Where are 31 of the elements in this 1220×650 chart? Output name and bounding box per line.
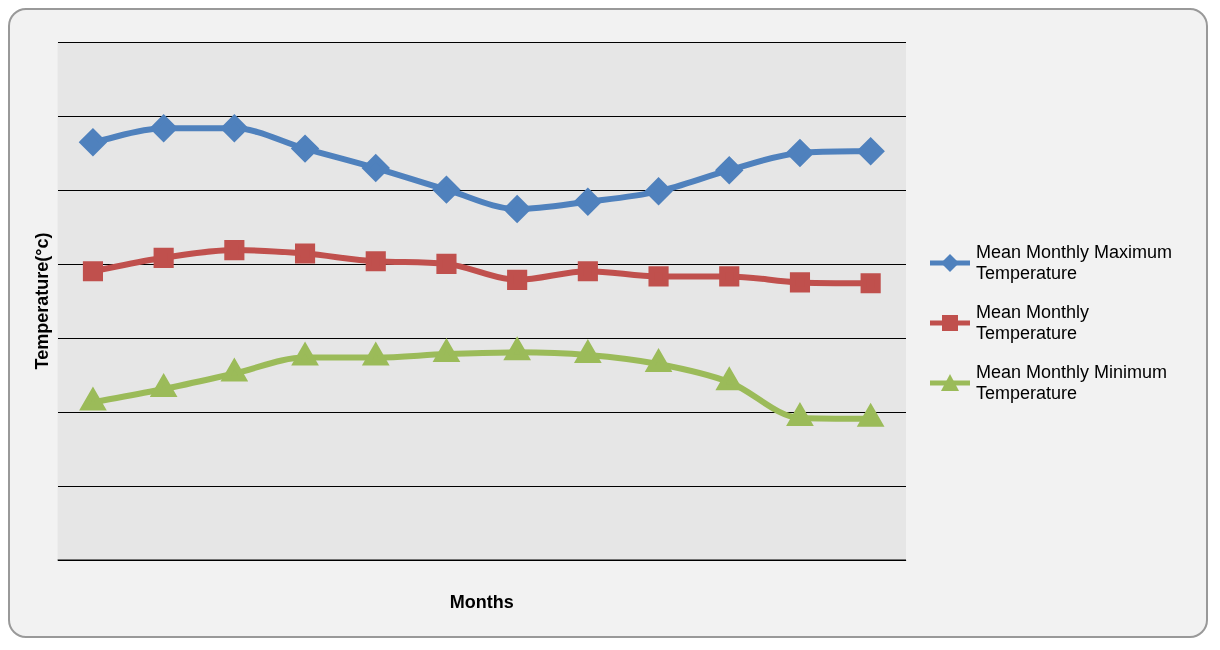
legend-label: Mean Monthly Minimum Temperature — [976, 362, 1169, 404]
point — [365, 251, 386, 272]
point — [786, 402, 814, 426]
point — [789, 272, 811, 293]
point — [221, 115, 248, 142]
point — [433, 176, 460, 203]
legend-label: Mean Monthly Temperature — [976, 302, 1091, 344]
y-axis-title: Temperature(°c) — [31, 232, 52, 370]
point — [507, 269, 528, 290]
point — [857, 138, 884, 165]
point — [719, 266, 740, 287]
point — [786, 139, 813, 166]
point — [574, 188, 601, 215]
point — [362, 155, 389, 182]
point — [79, 129, 106, 156]
point — [153, 247, 174, 268]
point — [645, 178, 672, 205]
point — [574, 339, 602, 363]
point — [82, 261, 104, 282]
legend-label: Mean Monthly Maximum Temperature — [976, 242, 1174, 284]
point — [292, 135, 319, 162]
point — [577, 261, 598, 282]
point — [294, 243, 316, 264]
point — [504, 196, 531, 223]
point — [224, 239, 245, 261]
point — [436, 253, 457, 274]
x-axis-title: Months — [449, 592, 514, 613]
point — [150, 115, 177, 142]
point — [648, 266, 669, 287]
point — [860, 273, 881, 294]
point — [716, 157, 743, 184]
